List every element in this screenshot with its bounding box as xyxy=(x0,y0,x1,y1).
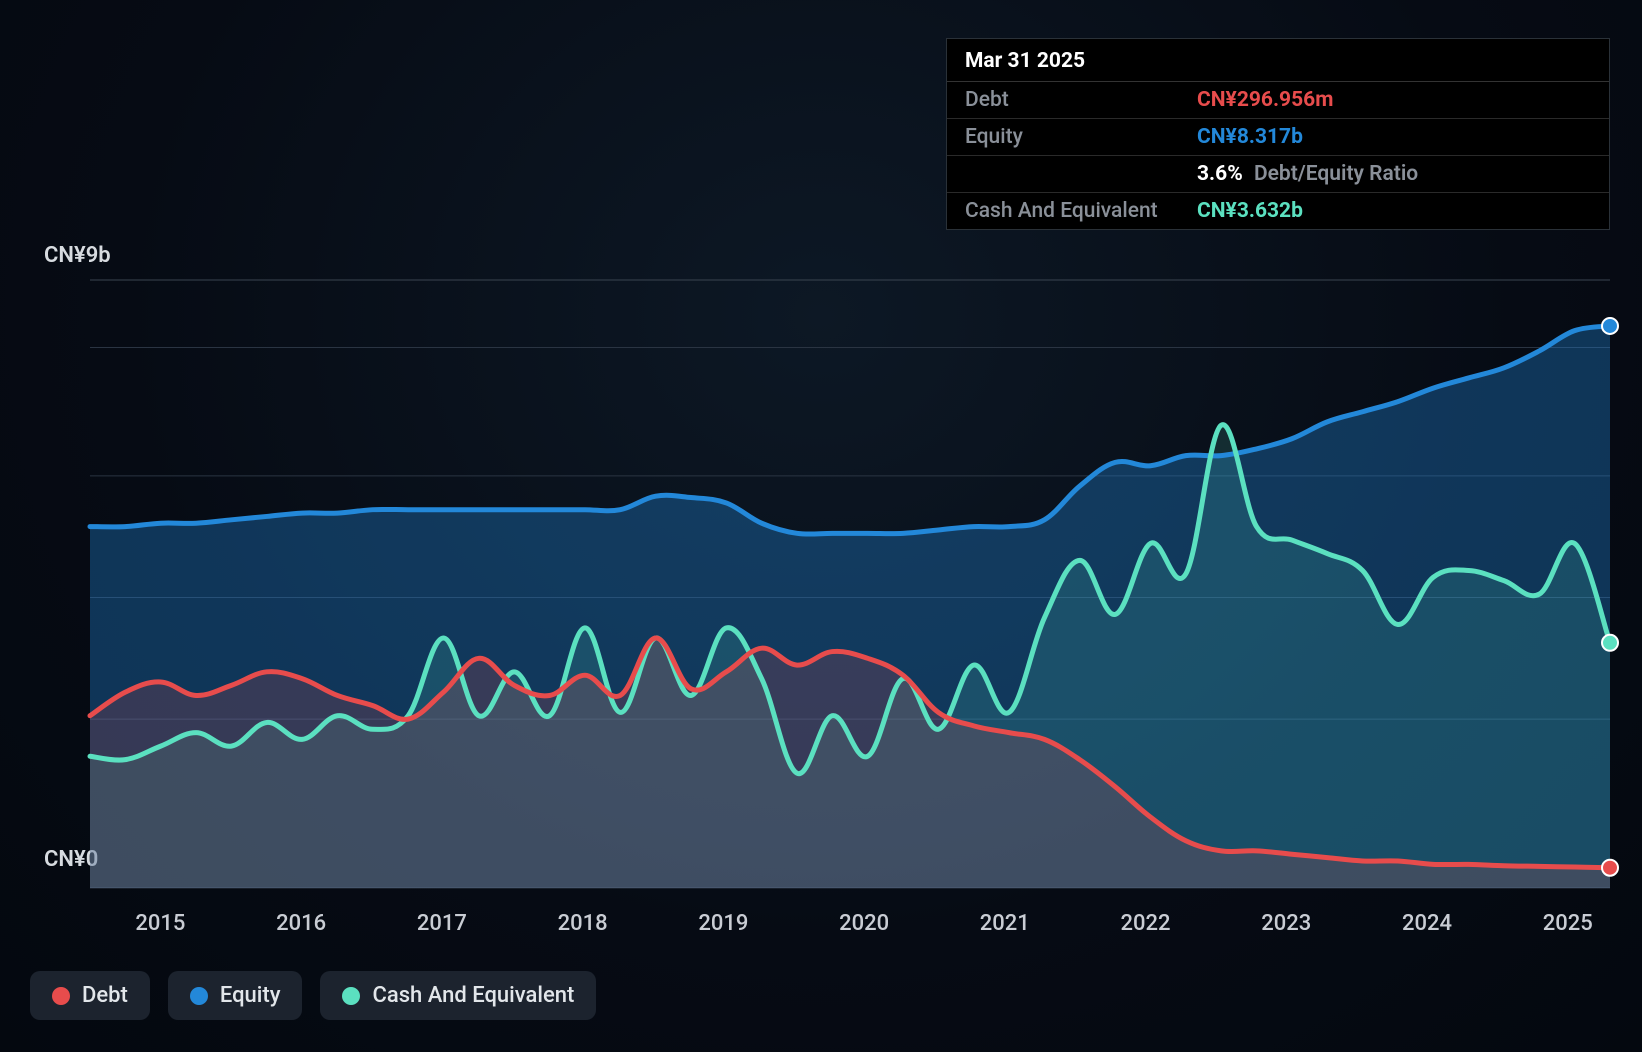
tooltip-row-label: Debt xyxy=(965,88,1197,112)
svg-text:2018: 2018 xyxy=(558,911,608,936)
legend-dot-icon xyxy=(52,987,70,1005)
svg-text:2023: 2023 xyxy=(1261,911,1311,936)
svg-text:2020: 2020 xyxy=(839,911,889,936)
tooltip-row: DebtCN¥296.956m xyxy=(947,82,1609,119)
tooltip-row-value: CN¥8.317b xyxy=(1197,125,1303,149)
svg-text:2017: 2017 xyxy=(417,911,467,936)
tooltip-rows: DebtCN¥296.956mEquityCN¥8.317b3.6% Debt/… xyxy=(947,82,1609,229)
svg-text:2024: 2024 xyxy=(1402,911,1452,936)
svg-text:2019: 2019 xyxy=(698,911,748,936)
tooltip-row-label: Cash And Equivalent xyxy=(965,199,1197,223)
tooltip-ratio-value: 3.6% xyxy=(1197,162,1243,186)
svg-text:2015: 2015 xyxy=(135,911,185,936)
tooltip-row-label xyxy=(965,162,1197,186)
tooltip-row-value: CN¥296.956m xyxy=(1197,88,1333,112)
tooltip-row: Cash And EquivalentCN¥3.632b xyxy=(947,193,1609,229)
tooltip-row-label: Equity xyxy=(965,125,1197,149)
legend: Debt Equity Cash And Equivalent xyxy=(30,971,596,1020)
svg-text:2022: 2022 xyxy=(1121,911,1171,936)
legend-item-debt[interactable]: Debt xyxy=(30,971,150,1020)
legend-label: Debt xyxy=(82,983,128,1008)
tooltip-ratio-label: Debt/Equity Ratio xyxy=(1249,162,1418,186)
tooltip-row-value: CN¥3.632b xyxy=(1197,199,1303,223)
tooltip-row: EquityCN¥8.317b xyxy=(947,119,1609,156)
legend-dot-icon xyxy=(342,987,360,1005)
tooltip-date: Mar 31 2025 xyxy=(947,39,1609,82)
legend-item-equity[interactable]: Equity xyxy=(168,971,303,1020)
svg-text:CN¥9b: CN¥9b xyxy=(44,243,111,268)
tooltip-panel: Mar 31 2025 DebtCN¥296.956mEquityCN¥8.31… xyxy=(946,38,1610,230)
legend-dot-icon xyxy=(190,987,208,1005)
legend-item-cash-and-equivalent[interactable]: Cash And Equivalent xyxy=(320,971,596,1020)
svg-text:2021: 2021 xyxy=(980,911,1030,936)
svg-text:2016: 2016 xyxy=(276,911,326,936)
legend-label: Equity xyxy=(220,983,281,1008)
legend-label: Cash And Equivalent xyxy=(372,983,574,1008)
svg-text:2025: 2025 xyxy=(1543,911,1593,936)
tooltip-row: 3.6% Debt/Equity Ratio xyxy=(947,156,1609,193)
